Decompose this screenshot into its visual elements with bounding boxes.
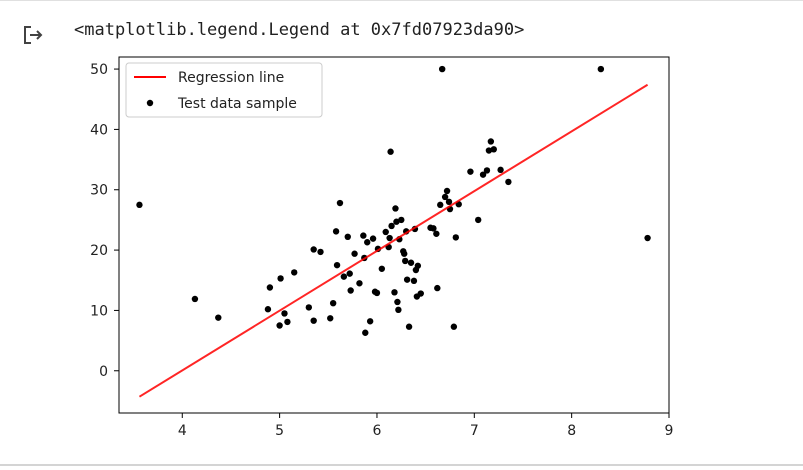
x-tick-label: 8 [567,423,576,439]
data-point [305,304,313,311]
data-point [485,147,493,154]
x-tick-label: 6 [373,423,382,439]
data-point [317,248,324,256]
legend-box [125,62,323,118]
data-point [497,166,504,174]
data-point [310,246,317,253]
output-arrow-icon[interactable] [22,24,44,46]
data-point [417,290,424,297]
data-point [382,228,389,236]
x-tick-label: 5 [275,423,284,439]
data-point [597,65,605,73]
x-tick-label: 9 [665,423,674,439]
data-point [445,198,453,206]
data-point [378,265,386,272]
data-point [475,216,482,224]
legend-point-swatch [146,99,154,107]
y-tick-label: 0 [99,364,108,380]
data-point [291,269,298,276]
x-tick-label: 4 [178,423,187,439]
top-divider [0,0,803,1]
data-point [441,193,449,201]
data-point [346,270,353,277]
data-point [437,201,444,209]
data-point [344,233,351,241]
data-point [373,289,381,297]
data-point [356,280,363,287]
data-point [191,295,199,303]
data-point [434,284,441,292]
data-point [452,234,460,241]
data-point [405,323,413,330]
data-point [347,287,354,294]
data-point [281,310,288,317]
data-point [505,178,512,186]
data-point [450,323,458,330]
data-point [360,232,367,239]
data-point [410,277,418,285]
data-point [333,261,341,269]
data-point [369,235,377,242]
data-point [433,230,440,237]
data-point [430,225,437,232]
data-point [366,318,374,325]
data-point [264,306,272,313]
data-point [467,168,474,175]
bottom-divider [0,464,803,466]
data-point [414,262,422,269]
legend-label-test-data: Test data sample [177,96,297,112]
data-point [276,322,283,329]
data-point [487,138,495,145]
y-tick-label: 30 [90,183,108,199]
data-point [329,299,337,307]
data-point [391,289,398,296]
data-point [392,205,399,212]
data-point [394,298,401,306]
data-point [284,318,291,326]
data-point [388,222,395,230]
data-point [136,201,143,209]
data-point [490,146,497,153]
data-point [395,306,402,314]
data-point [277,275,284,282]
y-tick-label: 40 [90,122,108,138]
data-point [362,329,369,336]
data-point [644,234,651,242]
data-point [340,273,348,280]
data-point [393,218,400,225]
data-point [479,171,487,178]
y-tick-label: 50 [90,62,108,78]
data-point [398,216,405,224]
data-point [327,315,334,322]
data-point [401,250,408,257]
data-point [386,234,393,242]
data-point [310,317,317,324]
data-point [266,284,274,291]
x-tick-label: 7 [470,423,479,439]
data-point [438,65,446,73]
cell-output-text: <matplotlib.legend.Legend at 0x7fd07923d… [74,20,525,40]
data-point [401,257,409,265]
data-point [336,199,344,207]
data-point [351,250,358,257]
plot-frame [118,56,670,414]
data-point [387,148,394,155]
data-point [332,228,340,235]
regression-line [138,83,649,398]
data-point [215,314,222,321]
y-tick-label: 20 [90,243,108,259]
data-point [364,239,371,246]
data-point [443,187,451,195]
y-tick-label: 10 [90,303,108,319]
data-point [407,259,415,266]
data-point [483,167,491,174]
legend-label-regression: Regression line [178,70,284,86]
data-point [403,276,411,283]
